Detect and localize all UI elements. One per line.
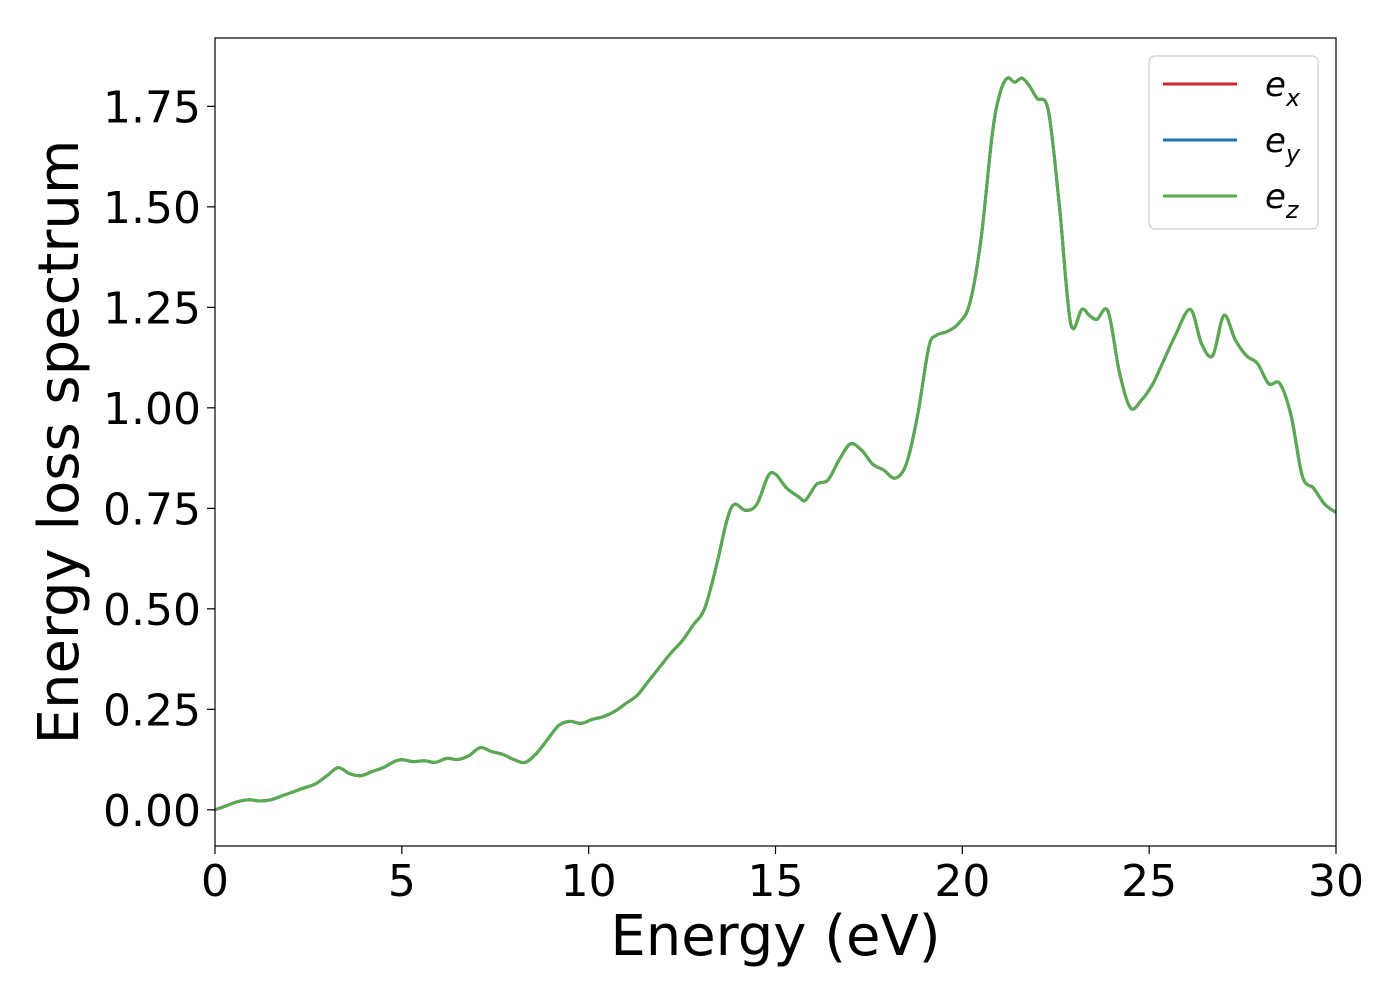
x-tick-label: 5: [388, 856, 416, 907]
x-tick-label: 0: [201, 856, 229, 907]
y-tick-label: 1.25: [103, 283, 201, 334]
y-axis-title: Energy loss spectrum: [27, 140, 92, 745]
x-tick-label: 25: [1121, 856, 1177, 907]
x-axis-title: Energy (eV): [610, 904, 940, 969]
y-tick-label: 1.75: [103, 82, 201, 133]
y-tick-label: 1.50: [103, 183, 201, 234]
y-tick-label: 0.00: [103, 786, 201, 837]
y-tick-label: 0.75: [103, 484, 201, 535]
legend-box: [1148, 55, 1319, 230]
x-tick-label: 15: [748, 856, 804, 907]
y-tick-label: 1.00: [103, 384, 201, 435]
legend-label-z: ez: [1265, 177, 1300, 224]
x-tick-label: 10: [561, 856, 617, 907]
series-line-z: [215, 76, 1336, 812]
x-tick-label: 30: [1308, 856, 1364, 907]
x-tick-label: 20: [934, 856, 990, 907]
legend-label-y: ey: [1265, 121, 1301, 168]
legend-label-x: ex: [1265, 65, 1301, 112]
y-tick-label: 0.50: [103, 585, 201, 636]
legend: ex ey ez: [1148, 55, 1319, 230]
y-tick-label: 0.25: [103, 685, 201, 736]
series-layer: [215, 76, 1336, 812]
x-axis-ticks: 0 5 10 15 20 25 30: [201, 846, 1364, 907]
y-axis-ticks: 0.00 0.25 0.50 0.75 1.00 1.25 1.50 1.75: [103, 82, 215, 837]
